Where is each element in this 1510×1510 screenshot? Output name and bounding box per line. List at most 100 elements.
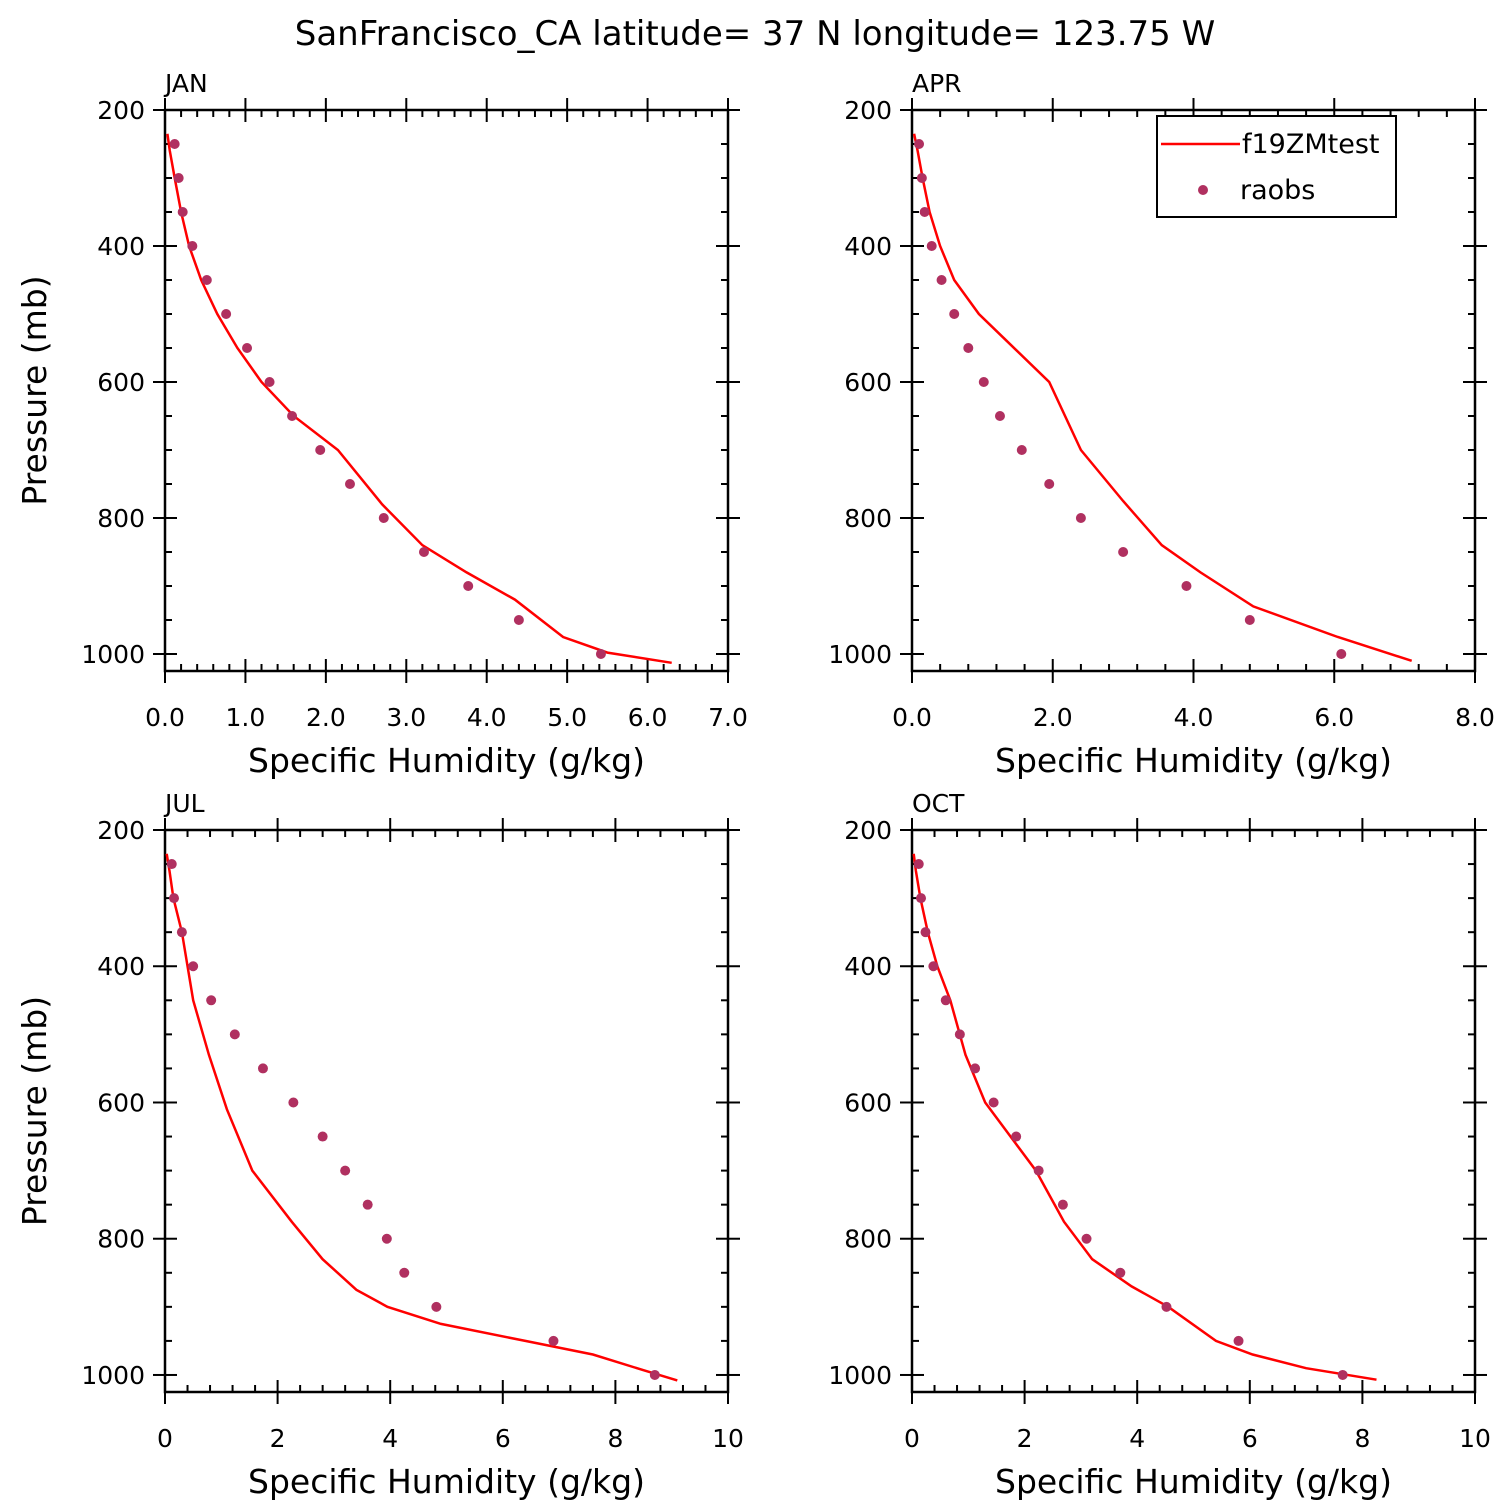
x-tick-label: 8.0: [1455, 703, 1495, 732]
x-tick-label: 4.0: [467, 703, 507, 732]
x-tick-label: 6.0: [628, 703, 668, 732]
obs-point: [257, 1063, 268, 1074]
obs-point: [1011, 1131, 1022, 1142]
x-tick-label: 0: [904, 1424, 920, 1453]
obs-point: [916, 173, 927, 183]
obs-point: [1244, 615, 1255, 625]
obs-point: [954, 1029, 965, 1040]
obs-point: [229, 1029, 240, 1040]
x-tick-label: 6: [1242, 1424, 1258, 1453]
panel-apr: APR 200 400 600 800 1000 0.0 2.0 4.0 6.0 8.0 Specif…: [828, 69, 1495, 780]
y-tick-label: 600: [844, 1088, 892, 1117]
y-tick-label: 200: [844, 96, 892, 125]
panel-jan: JAN 200 400 600 800 1000 0.0 1.0 2.0 3.0 4.0 5.0 6.0…: [15, 69, 748, 780]
legend-box: [1156, 115, 1397, 218]
obs-point: [1057, 1199, 1068, 1210]
obs-point: [548, 1335, 559, 1346]
x-tick-label: 0.0: [145, 703, 185, 732]
obs-point: [177, 207, 188, 217]
x-tick-label: 4.0: [1174, 703, 1214, 732]
obs-point: [1081, 1233, 1092, 1244]
y-tick-label: 1000: [828, 1361, 892, 1390]
x-axis-title: Specific Humidity (g/kg): [248, 1462, 645, 1501]
y-tick-label: 800: [97, 504, 145, 533]
x-tick-label: 10: [1459, 1424, 1491, 1453]
obs-point: [463, 581, 474, 591]
obs-point: [913, 859, 924, 870]
panel-label: JUL: [163, 789, 205, 818]
obs-point: [963, 343, 974, 353]
y-tick-label: 400: [844, 232, 892, 261]
obs-point: [940, 995, 951, 1006]
series-line-model: [165, 853, 678, 1382]
x-tick-label: 2: [1017, 1424, 1033, 1453]
obs-point: [649, 1369, 660, 1380]
y-tick-label: 1000: [81, 640, 145, 669]
obs-point: [936, 275, 947, 285]
obs-point: [264, 377, 275, 387]
y-tick-label: 400: [844, 952, 892, 981]
y-tick-label: 1000: [81, 1361, 145, 1390]
obs-point: [1115, 1267, 1126, 1278]
x-tick-label: 2.0: [306, 703, 346, 732]
x-tick-label: 6: [495, 1424, 511, 1453]
obs-point: [994, 411, 1005, 421]
legend-label-model: f19ZMtest: [1242, 129, 1380, 160]
y-axis-title: Pressure (mb): [15, 996, 54, 1226]
panel-label: APR: [912, 69, 962, 98]
obs-point: [340, 1165, 351, 1176]
y-tick-label: 200: [97, 96, 145, 125]
x-tick-label: 0.0: [892, 703, 932, 732]
obs-point: [176, 927, 187, 938]
figure-title: SanFrancisco_CA latitude= 37 N longitude…: [295, 14, 1216, 54]
obs-point: [166, 859, 177, 870]
plot-frame: [163, 828, 730, 1394]
x-tick-label: 5.0: [547, 703, 587, 732]
obs-point: [242, 343, 253, 353]
obs-point: [928, 961, 939, 972]
obs-point: [173, 173, 184, 183]
plot-frame: [910, 828, 1477, 1394]
obs-point: [381, 1233, 392, 1244]
plot-frame: [163, 108, 730, 673]
y-tick-label: 400: [97, 232, 145, 261]
obs-point: [221, 309, 232, 319]
x-tick-label: 2.0: [1033, 703, 1073, 732]
y-tick-label: 600: [97, 368, 145, 397]
y-tick-label: 800: [844, 504, 892, 533]
obs-point: [949, 309, 960, 319]
obs-point: [378, 513, 389, 523]
obs-point: [1181, 581, 1192, 591]
y-tick-label: 400: [97, 952, 145, 981]
obs-point: [399, 1267, 410, 1278]
x-axis-title: Specific Humidity (g/kg): [995, 741, 1392, 780]
y-tick-label: 800: [97, 1225, 145, 1254]
x-axis-title: Specific Humidity (g/kg): [995, 1462, 1392, 1501]
x-tick-label: 2: [270, 1424, 286, 1453]
obs-point: [916, 893, 927, 904]
obs-point: [1118, 547, 1129, 557]
obs-point: [1033, 1165, 1044, 1176]
obs-point: [988, 1097, 999, 1108]
y-tick-label: 200: [97, 816, 145, 845]
obs-point: [201, 275, 212, 285]
panel-label: JAN: [163, 69, 208, 98]
x-tick-label: 4: [1129, 1424, 1145, 1453]
x-tick-label: 0: [157, 1424, 173, 1453]
y-tick-label: 600: [844, 368, 892, 397]
legend: f19ZMtest raobs: [1156, 115, 1397, 218]
obs-point: [1336, 649, 1347, 659]
y-tick-label: 1000: [828, 640, 892, 669]
obs-point: [1337, 1369, 1348, 1380]
obs-point: [418, 547, 429, 557]
y-axis-title: Pressure (mb): [15, 275, 54, 505]
legend-label-obs: raobs: [1240, 175, 1315, 206]
obs-point: [1161, 1301, 1172, 1312]
obs-point: [1044, 479, 1055, 489]
obs-point: [188, 961, 199, 972]
x-tick-label: 7.0: [708, 703, 748, 732]
obs-point: [926, 241, 937, 251]
obs-point: [513, 615, 524, 625]
